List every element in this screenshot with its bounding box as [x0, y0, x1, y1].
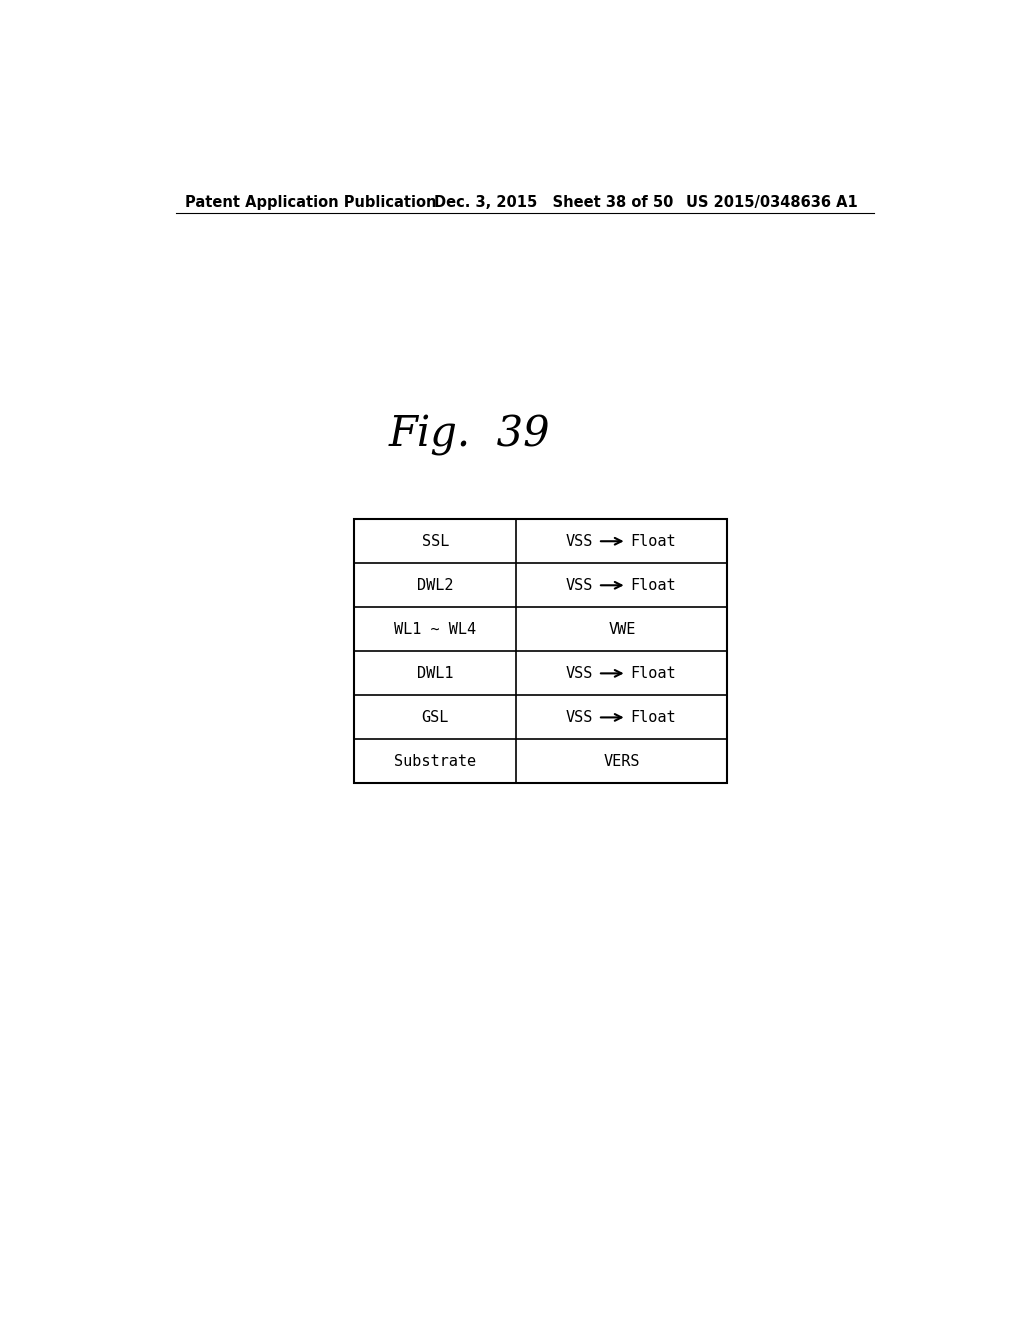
Text: Float: Float	[631, 578, 676, 593]
Text: Patent Application Publication: Patent Application Publication	[185, 194, 436, 210]
Text: Fig.  39: Fig. 39	[388, 414, 550, 455]
Text: DWL1: DWL1	[417, 665, 454, 681]
Text: VERS: VERS	[603, 754, 640, 770]
Text: VSS: VSS	[565, 665, 593, 681]
Text: VSS: VSS	[565, 533, 593, 549]
Text: VSS: VSS	[565, 710, 593, 725]
Text: SSL: SSL	[422, 533, 449, 549]
Text: Float: Float	[631, 533, 676, 549]
Text: Dec. 3, 2015   Sheet 38 of 50: Dec. 3, 2015 Sheet 38 of 50	[433, 194, 673, 210]
Text: Substrate: Substrate	[394, 754, 476, 770]
Text: GSL: GSL	[422, 710, 449, 725]
Text: WL1 ~ WL4: WL1 ~ WL4	[394, 622, 476, 636]
Text: VSS: VSS	[565, 578, 593, 593]
Text: US 2015/0348636 A1: US 2015/0348636 A1	[686, 194, 858, 210]
Text: Float: Float	[631, 665, 676, 681]
Text: Float: Float	[631, 710, 676, 725]
Text: DWL2: DWL2	[417, 578, 454, 593]
Bar	[354, 519, 727, 784]
Text: VWE: VWE	[608, 622, 636, 636]
